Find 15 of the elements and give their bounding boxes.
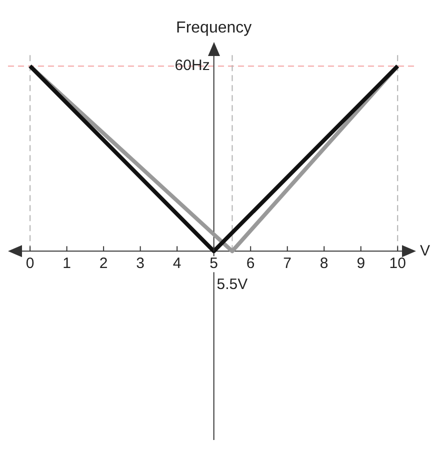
x-tick-label: 3	[136, 254, 144, 272]
x-tick-label: 1	[62, 254, 71, 272]
ref-line-label: 60Hz	[174, 57, 210, 74]
x-tick-label: 2	[99, 254, 108, 272]
x-tick-label: 10	[389, 254, 406, 272]
x-tick-label: 8	[320, 254, 328, 272]
x-tick-label: 0	[26, 254, 34, 272]
ref-line-label: 5.5V	[216, 276, 248, 293]
chart-title: Frequency	[176, 19, 252, 36]
x-tick-label: 9	[356, 254, 366, 272]
x-axis-title: V	[420, 242, 430, 260]
x-tick-label: 6	[246, 254, 255, 272]
x-tick-label: 7	[283, 254, 292, 272]
x-tick-label: 4	[172, 254, 182, 272]
x-tick-label: 5	[210, 254, 218, 272]
